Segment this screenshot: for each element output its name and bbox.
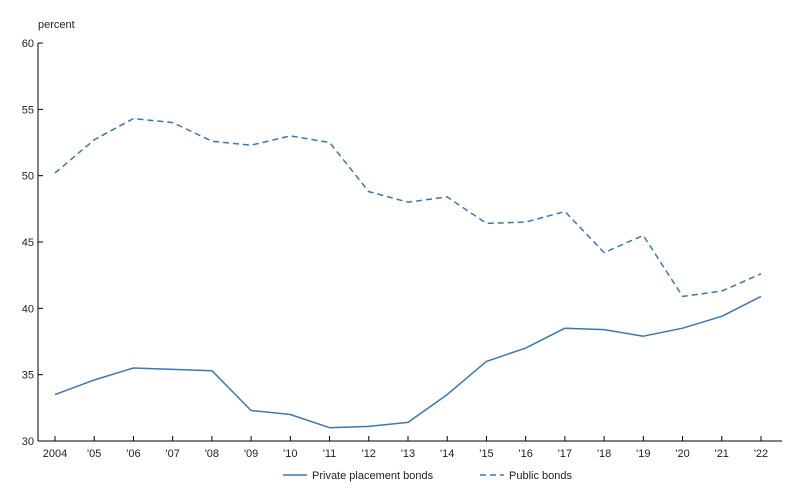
- series-lines: [54, 117, 762, 429]
- y-tick-label: 50: [22, 171, 34, 183]
- x-tick-label: '18: [597, 448, 611, 460]
- x-tick-label: '08: [205, 448, 219, 460]
- x-tick-label: '09: [244, 448, 258, 460]
- y-tick-label: 55: [22, 104, 34, 116]
- x-tick-label: '17: [558, 448, 572, 460]
- x-tick-label: '15: [479, 448, 493, 460]
- x-tick-label: 2004: [43, 448, 67, 460]
- x-tick-label: '05: [87, 448, 101, 460]
- y-tick-label: 40: [22, 303, 34, 315]
- y-axis-unit-label: percent: [38, 19, 75, 31]
- legend-label: Public bonds: [509, 470, 572, 482]
- x-tick-label: '10: [283, 448, 297, 460]
- x-tick-label: '06: [126, 448, 140, 460]
- y-tick-label: 30: [22, 436, 34, 448]
- y-tick-label: 60: [22, 38, 34, 50]
- x-tick-label: '07: [165, 448, 179, 460]
- x-tick-label: '11: [323, 448, 337, 460]
- y-tick-label: 35: [22, 370, 34, 382]
- series-line-private-placement-bonds: [54, 295, 762, 429]
- x-tick-label: '21: [715, 448, 729, 460]
- x-tick-label: '22: [754, 448, 768, 460]
- x-tick-label: '20: [675, 448, 689, 460]
- x-tick-label: '13: [401, 448, 415, 460]
- legend-label: Private placement bonds: [312, 470, 434, 482]
- x-tick-label: '12: [362, 448, 376, 460]
- x-axis-tick-labels: 2004 '05 '06 '07 '08 '09 '10 '11 '12 '13 '14 '15 '16…: [43, 448, 768, 460]
- chart-axes: [37, 42, 782, 442]
- legend: Private placement bonds Public bonds: [283, 470, 572, 482]
- x-tick-label: '14: [440, 448, 454, 460]
- y-tick-label: 45: [22, 237, 34, 249]
- x-tick-label: '19: [636, 448, 650, 460]
- x-tick-label: '16: [518, 448, 532, 460]
- series-line-public-bonds: [54, 117, 762, 298]
- y-axis-tick-labels: 30 35 40 45 50 55 60: [22, 38, 34, 448]
